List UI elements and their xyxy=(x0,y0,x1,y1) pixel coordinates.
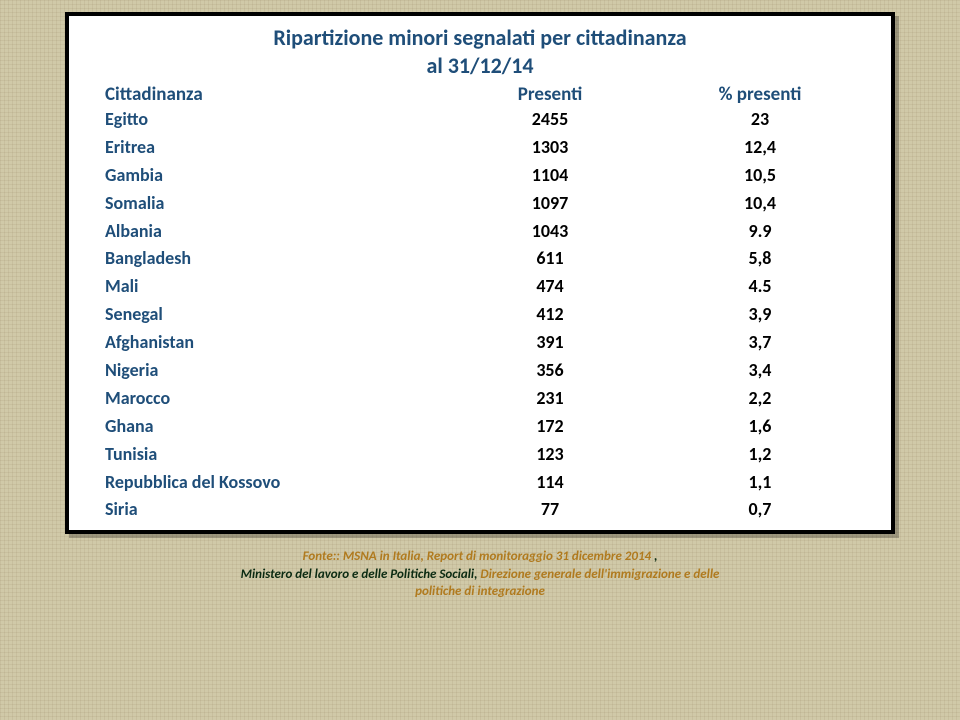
table-row: Afghanistan3913,7 xyxy=(69,329,891,357)
table-row: Eritrea130312,4 xyxy=(69,134,891,162)
table-row: Repubblica del Kossovo1141,1 xyxy=(69,469,891,497)
cell-val: 611 xyxy=(435,245,665,273)
cell-val: 1104 xyxy=(435,162,665,190)
cell-name: Ghana xyxy=(105,413,435,441)
table-body: Egitto245523Eritrea130312,4Gambia110410,… xyxy=(69,106,891,524)
table-header: Cittadinanza Presenti % presenti xyxy=(69,83,891,106)
table-row: Somalia109710,4 xyxy=(69,190,891,218)
table-row: Albania10439.9 xyxy=(69,218,891,246)
table-card: Ripartizione minori segnalati per cittad… xyxy=(65,12,895,534)
cell-val: 391 xyxy=(435,329,665,357)
source-block: Fonte:: MSNA in Italia, Report di monito… xyxy=(65,548,895,601)
cell-pct: 5,8 xyxy=(665,245,855,273)
source-line2b: Direzione generale dell'immigrazione e d… xyxy=(480,567,719,582)
cell-val: 77 xyxy=(435,496,665,524)
cell-pct: 2,2 xyxy=(665,385,855,413)
cell-pct: 1,2 xyxy=(665,441,855,469)
source-line1b: , xyxy=(651,549,657,564)
cell-pct: 0,7 xyxy=(665,496,855,524)
table-row: Marocco2312,2 xyxy=(69,385,891,413)
cell-pct: 10,5 xyxy=(665,162,855,190)
cell-pct: 12,4 xyxy=(665,134,855,162)
table-row: Bangladesh6115,8 xyxy=(69,245,891,273)
cell-val: 1303 xyxy=(435,134,665,162)
cell-val: 123 xyxy=(435,441,665,469)
table-row: Mali4744.5 xyxy=(69,273,891,301)
cell-pct: 1,1 xyxy=(665,469,855,497)
table-row: Tunisia1231,2 xyxy=(69,441,891,469)
cell-pct: 3,4 xyxy=(665,357,855,385)
cell-val: 1043 xyxy=(435,218,665,246)
cell-pct: 3,9 xyxy=(665,301,855,329)
table-row: Senegal4123,9 xyxy=(69,301,891,329)
cell-name: Nigeria xyxy=(105,357,435,385)
cell-name: Senegal xyxy=(105,301,435,329)
col-header-name: Cittadinanza xyxy=(105,83,435,106)
table-row: Gambia110410,5 xyxy=(69,162,891,190)
table-row: Siria770,7 xyxy=(69,496,891,524)
card-title: Ripartizione minori segnalati per cittad… xyxy=(69,24,891,79)
cell-val: 231 xyxy=(435,385,665,413)
cell-name: Somalia xyxy=(105,190,435,218)
source-line1a: Fonte:: MSNA in Italia, Report di monito… xyxy=(303,549,652,564)
cell-pct: 10,4 xyxy=(665,190,855,218)
cell-name: Repubblica del Kossovo xyxy=(105,469,435,497)
cell-pct: 1,6 xyxy=(665,413,855,441)
cell-name: Egitto xyxy=(105,106,435,134)
cell-pct: 4.5 xyxy=(665,273,855,301)
cell-val: 474 xyxy=(435,273,665,301)
cell-name: Eritrea xyxy=(105,134,435,162)
cell-name: Mali xyxy=(105,273,435,301)
cell-val: 114 xyxy=(435,469,665,497)
title-line1: Ripartizione minori segnalati per cittad… xyxy=(273,24,686,51)
cell-val: 172 xyxy=(435,413,665,441)
cell-pct: 23 xyxy=(665,106,855,134)
cell-name: Marocco xyxy=(105,385,435,413)
cell-name: Siria xyxy=(105,496,435,524)
cell-name: Albania xyxy=(105,218,435,246)
source-line2a: Ministero del lavoro e delle Politiche S… xyxy=(241,567,481,582)
table-row: Ghana1721,6 xyxy=(69,413,891,441)
cell-val: 2455 xyxy=(435,106,665,134)
cell-name: Afghanistan xyxy=(105,329,435,357)
cell-pct: 3,7 xyxy=(665,329,855,357)
cell-val: 1097 xyxy=(435,190,665,218)
cell-name: Gambia xyxy=(105,162,435,190)
cell-name: Bangladesh xyxy=(105,245,435,273)
cell-name: Tunisia xyxy=(105,441,435,469)
source-line3: politiche di integrazione xyxy=(415,584,545,599)
cell-pct: 9.9 xyxy=(665,218,855,246)
title-line2: al 31/12/14 xyxy=(426,52,533,79)
col-header-pct: % presenti xyxy=(665,83,855,106)
table-row: Egitto245523 xyxy=(69,106,891,134)
col-header-val: Presenti xyxy=(435,83,665,106)
cell-val: 412 xyxy=(435,301,665,329)
cell-val: 356 xyxy=(435,357,665,385)
table-row: Nigeria3563,4 xyxy=(69,357,891,385)
